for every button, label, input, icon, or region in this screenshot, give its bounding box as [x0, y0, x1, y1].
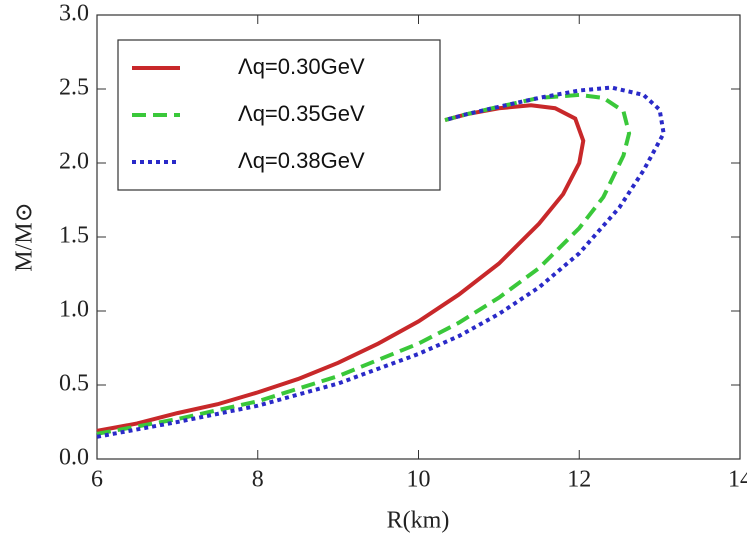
y-tick-label: 2.5	[59, 75, 89, 101]
legend-label: Λq=0.38GeV	[238, 148, 365, 173]
y-axis-label: M/M⊙	[12, 202, 38, 271]
y-tick-label: 2.0	[59, 149, 89, 175]
y-tick-label: 3.0	[59, 1, 89, 27]
x-tick-label: 6	[91, 467, 103, 493]
legend-box	[117, 39, 441, 191]
series-line	[96, 103, 586, 433]
x-axis-label: R(km)	[387, 508, 450, 534]
x-tick-label: 12	[567, 467, 591, 493]
y-tick-label: 1.0	[59, 297, 89, 323]
x-tick-label: 14	[728, 467, 747, 493]
x-tick-label: 8	[252, 467, 264, 493]
y-tick-label: 0.5	[59, 371, 89, 397]
series-line	[96, 92, 632, 436]
x-tick-label: 10	[407, 467, 431, 493]
y-tick-label: 1.5	[59, 223, 89, 249]
y-tick-label: 0.0	[59, 445, 89, 471]
legend-label: Λq=0.35GeV	[238, 101, 365, 126]
legend-label: Λq=0.30GeV	[238, 54, 365, 79]
